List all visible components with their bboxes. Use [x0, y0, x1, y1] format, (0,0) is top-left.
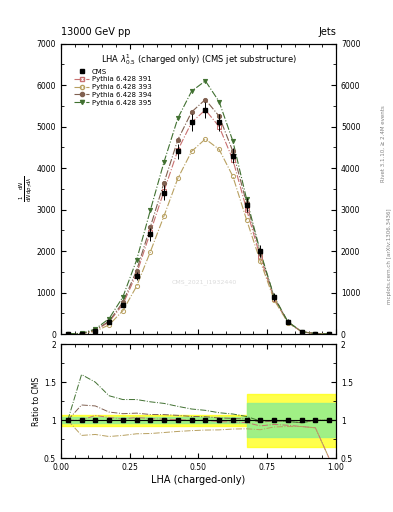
X-axis label: LHA (charged-only): LHA (charged-only) [151, 475, 246, 485]
Text: CMS_2021_I1932440: CMS_2021_I1932440 [171, 279, 237, 285]
Y-axis label: $\frac{1}{\mathrm{d}N}\frac{\mathrm{d}N}{\mathrm{d}p_{T}\mathrm{d}\lambda}$: $\frac{1}{\mathrm{d}N}\frac{\mathrm{d}N}… [17, 176, 34, 202]
Text: 13000 GeV pp: 13000 GeV pp [61, 27, 130, 37]
Text: Jets: Jets [318, 27, 336, 37]
Legend: CMS, Pythia 6.428 391, Pythia 6.428 393, Pythia 6.428 394, Pythia 6.428 395: CMS, Pythia 6.428 391, Pythia 6.428 393,… [73, 67, 153, 107]
Text: mcplots.cern.ch [arXiv:1306.3436]: mcplots.cern.ch [arXiv:1306.3436] [387, 208, 391, 304]
Y-axis label: Ratio to CMS: Ratio to CMS [32, 377, 41, 426]
Text: Rivet 3.1.10, ≥ 2.4M events: Rivet 3.1.10, ≥ 2.4M events [381, 105, 386, 182]
Text: LHA $\lambda^{1}_{0.5}$ (charged only) (CMS jet substructure): LHA $\lambda^{1}_{0.5}$ (charged only) (… [101, 52, 296, 67]
